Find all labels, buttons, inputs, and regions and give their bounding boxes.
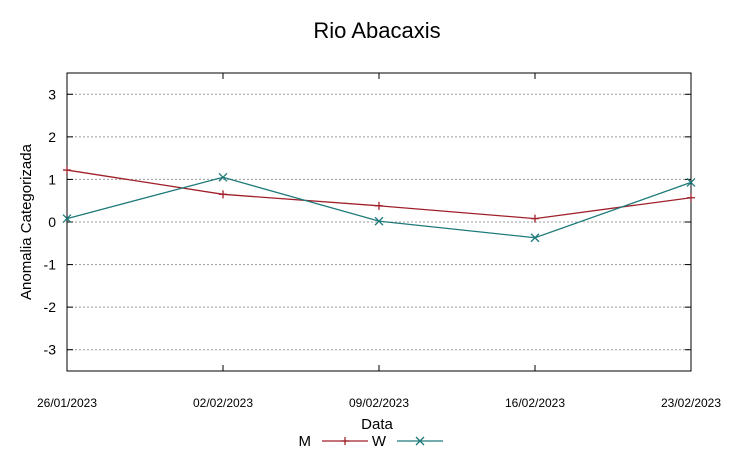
y-tick-label: -2 — [44, 299, 57, 315]
chart-title: Rio Abacaxis — [313, 18, 440, 43]
x-axis-ticks: 26/01/2023 02/02/2023 09/02/2023 16/02/2023… — [37, 73, 721, 410]
data-point — [218, 172, 228, 182]
data-point — [531, 214, 539, 223]
y-axis-label: Anomalia Categorizada — [18, 143, 35, 300]
data-point — [219, 190, 227, 199]
legend-marker — [341, 437, 349, 445]
series-layer — [62, 166, 696, 243]
legend-label: M — [299, 433, 312, 450]
data-point — [62, 214, 72, 224]
series-M — [63, 166, 695, 223]
y-axis-ticks: 3 2 1 0 -1 -2 -3 — [44, 86, 691, 358]
y-tick-label: 1 — [48, 171, 56, 187]
legend-label: W — [372, 433, 387, 450]
data-point — [374, 216, 384, 226]
data-point — [530, 233, 540, 243]
x-tick-label: 16/02/2023 — [505, 396, 565, 410]
grid-lines — [67, 93, 691, 351]
x-tick-label: 09/02/2023 — [349, 396, 409, 410]
data-point — [686, 177, 696, 187]
y-tick-label: -3 — [44, 342, 57, 358]
data-point — [687, 193, 695, 202]
y-tick-label: 0 — [48, 214, 56, 230]
series-W — [62, 172, 696, 243]
x-tick-label: 23/02/2023 — [661, 396, 721, 410]
y-tick-label: 3 — [48, 86, 56, 102]
x-tick-label: 26/01/2023 — [37, 396, 97, 410]
legend-marker — [415, 436, 425, 446]
x-tick-label: 02/02/2023 — [193, 396, 253, 410]
y-tick-label: 2 — [48, 129, 56, 145]
y-tick-label: -1 — [44, 257, 57, 273]
data-point — [63, 166, 71, 175]
x-axis-label: Data — [361, 416, 393, 433]
data-point — [375, 201, 383, 210]
